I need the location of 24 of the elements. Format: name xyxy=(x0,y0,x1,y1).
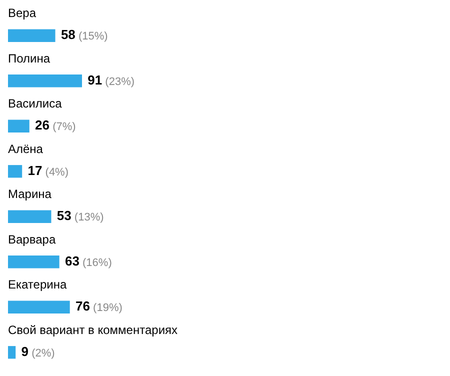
bar xyxy=(8,74,82,88)
data-label: 53 (13%) xyxy=(56,208,104,224)
data-label: 76 (19%) xyxy=(76,298,122,314)
bar xyxy=(8,29,56,42)
y-tick-label: Марина xyxy=(8,187,52,202)
data-label: 26 (7%) xyxy=(35,118,76,134)
y-tick-label: Екатерина xyxy=(8,278,67,292)
bar xyxy=(8,165,22,178)
data-label: 9 (2%) xyxy=(21,344,55,360)
y-tick-label: Вера xyxy=(8,6,36,20)
bar xyxy=(8,256,60,268)
bar xyxy=(8,346,16,359)
y-tick-label: Свой вариант в комментариях xyxy=(8,322,178,337)
data-label: 58 (15%) xyxy=(60,27,108,43)
data-label: 63 (16%) xyxy=(65,253,112,269)
y-tick-label: Варвара xyxy=(8,232,56,246)
bar xyxy=(8,300,70,314)
y-tick-label: Полина xyxy=(8,51,50,66)
bar xyxy=(8,120,30,132)
y-tick-label: Василиса xyxy=(8,96,62,111)
bar xyxy=(8,210,52,223)
data-label: 17 (4%) xyxy=(28,162,69,178)
y-tick-label: Алёна xyxy=(8,142,44,156)
data-label: 91 (23%) xyxy=(88,72,135,88)
